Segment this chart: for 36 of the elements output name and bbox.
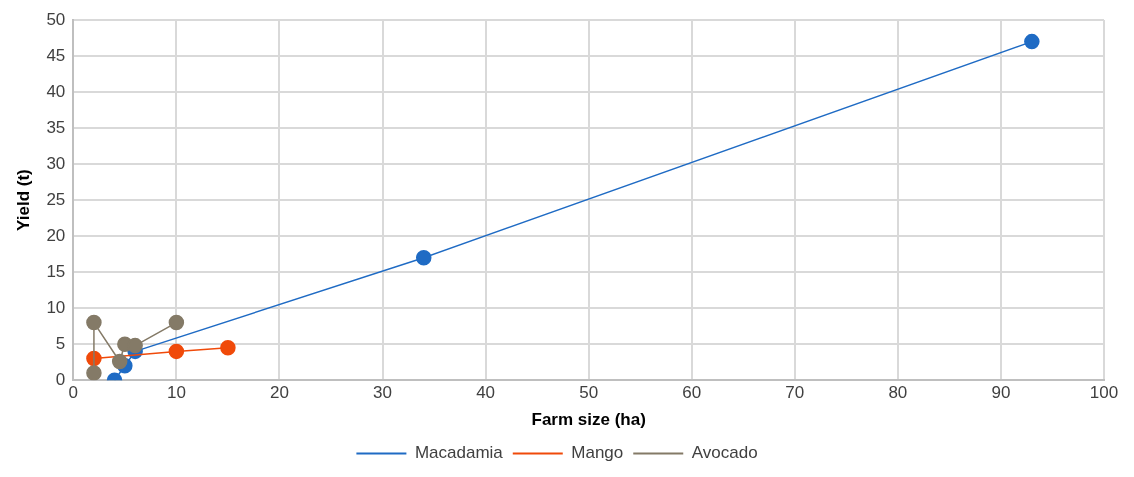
x-tick-label: 80 (888, 383, 908, 403)
x-tick-label: 100 (1089, 383, 1119, 403)
point (86, 314, 102, 331)
x-tick-label: 0 (68, 383, 79, 403)
x-tick-label: 30 (373, 383, 392, 403)
y-tick-label: 10 (46, 297, 66, 317)
x-tick-label: 60 (682, 383, 702, 403)
y-tick-label: 15 (46, 261, 66, 281)
x-tick-label: 20 (269, 383, 289, 403)
point (1024, 33, 1040, 50)
y-axis-title: Yield (t) (13, 169, 33, 231)
y-tick-label: 45 (46, 45, 66, 65)
point (86, 365, 102, 381)
x-tick-label: 90 (991, 383, 1011, 403)
x-tick-label: 50 (579, 383, 599, 403)
y-tick-label: 0 (55, 369, 66, 389)
point (415, 249, 432, 266)
legend-label: Mango (571, 443, 624, 463)
point (168, 343, 185, 360)
x-tick-label: 40 (476, 383, 496, 403)
y-tick-label: 5 (55, 333, 66, 353)
x-axis-title: Farm size (ha) (531, 410, 646, 430)
y-tick-label: 35 (46, 117, 66, 137)
x-tick-label: 10 (166, 383, 186, 403)
point (127, 337, 143, 354)
y-tick-label: 25 (46, 189, 66, 209)
y-tick-label: 20 (46, 225, 66, 245)
point (220, 340, 236, 356)
y-tick-label: 30 (46, 153, 66, 173)
point (111, 353, 128, 370)
legend-label: Macadamia (414, 443, 504, 463)
y-tick-label: 50 (46, 9, 66, 29)
x-tick-label: 70 (785, 383, 805, 403)
point (168, 314, 185, 331)
y-tick-label: 40 (46, 81, 66, 101)
legend-label: Avocado (691, 443, 758, 463)
